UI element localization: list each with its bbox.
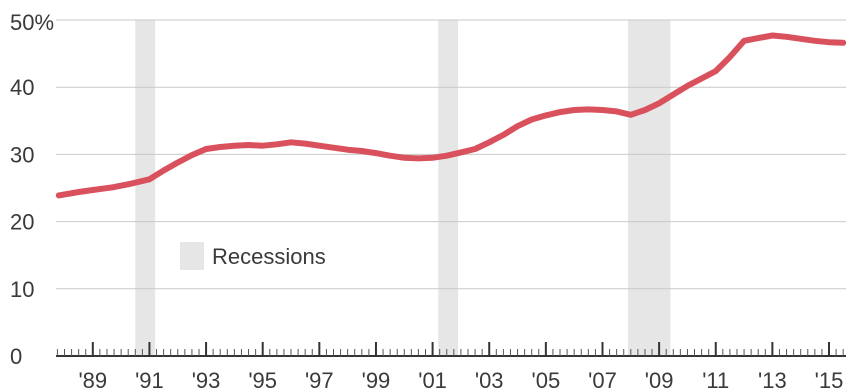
data-point — [291, 142, 292, 143]
x-tick-label-2011: '11 — [702, 368, 729, 392]
x-tick-label-2003: '03 — [475, 368, 504, 392]
data-point — [687, 85, 688, 86]
data-point — [112, 187, 113, 188]
data-point — [814, 40, 815, 41]
recession-band-1 — [135, 20, 156, 356]
x-tick-label-2007: '07 — [588, 368, 617, 392]
data-point — [545, 115, 546, 116]
data-point — [758, 38, 759, 39]
y-unit-label: % — [34, 10, 54, 35]
data-point — [177, 162, 178, 163]
data-point — [248, 145, 249, 146]
x-tick-label-2015: '15 — [815, 368, 844, 392]
data-point — [701, 78, 702, 79]
x-tick-label-1999: '99 — [362, 368, 391, 392]
series-line-1 — [55, 32, 847, 199]
x-tick-label-2005: '05 — [532, 368, 561, 392]
data-point — [616, 111, 617, 112]
data-point — [305, 143, 306, 144]
data-point — [829, 42, 830, 43]
data-point — [220, 147, 221, 148]
x-tick-label-1995: '95 — [248, 368, 277, 392]
y-tick-label-10: 10 — [10, 277, 34, 302]
x-tick-label-1997: '97 — [305, 368, 334, 392]
recession-band-3 — [627, 20, 671, 356]
data-point — [531, 119, 532, 120]
y-tick-label-50: 50% — [10, 10, 54, 35]
series-line — [55, 32, 847, 199]
x-tick-label-1993: '93 — [192, 368, 221, 392]
y-tick-labels: 0 10 20 30 40 50% — [10, 10, 54, 369]
y-tick-label-30: 30 — [10, 142, 34, 167]
data-point — [843, 42, 844, 43]
data-point — [602, 110, 603, 111]
data-point — [347, 149, 348, 150]
data-point — [800, 38, 801, 39]
legend-label-recessions: Recessions — [212, 244, 326, 269]
data-point — [58, 195, 59, 196]
data-point — [729, 57, 730, 58]
data-point — [149, 179, 150, 180]
data-point — [645, 110, 646, 111]
x-tick-label-1989: '89 — [78, 368, 107, 392]
data-point — [630, 114, 631, 115]
recession-band-2 — [438, 20, 459, 356]
data-point — [659, 103, 660, 104]
data-point — [772, 35, 773, 36]
data-point — [588, 109, 589, 110]
data-point — [92, 190, 93, 191]
data-point — [446, 155, 447, 156]
data-point — [418, 158, 419, 159]
data-point — [432, 157, 433, 158]
x-tick-label-2001: '01 — [418, 368, 447, 392]
data-point — [262, 145, 263, 146]
data-point — [715, 71, 716, 72]
data-point — [786, 36, 787, 37]
x-tick-label-1991: '91 — [135, 368, 164, 392]
y-tick-label-40: 40 — [10, 75, 34, 100]
data-point — [276, 144, 277, 145]
recession-bands — [135, 20, 671, 356]
data-point — [489, 142, 490, 143]
x-axis — [56, 342, 846, 357]
data-point — [234, 145, 235, 146]
data-point — [390, 155, 391, 156]
data-point — [361, 151, 362, 152]
legend-swatch-recessions — [180, 242, 204, 270]
data-point — [560, 112, 561, 113]
data-point — [163, 170, 164, 171]
data-point — [333, 147, 334, 148]
x-tick-label-2009: '09 — [645, 368, 674, 392]
data-point — [475, 149, 476, 150]
data-point — [404, 157, 405, 158]
data-point — [206, 149, 207, 150]
data-point — [376, 153, 377, 154]
data-point — [129, 184, 130, 185]
x-tick-labels: '89 '91 '93 '95 '97 '99 '01 '03 '05 '07 '09 '11 '13 '… — [78, 368, 843, 392]
y-tick-label-0: 0 — [10, 344, 22, 369]
y-tick-label-20: 20 — [10, 210, 34, 235]
data-point — [574, 110, 575, 111]
data-point — [78, 192, 79, 193]
data-point — [191, 155, 192, 156]
data-point — [319, 145, 320, 146]
data-point — [460, 152, 461, 153]
data-point — [517, 126, 518, 127]
x-tick-label-2013: '13 — [758, 368, 787, 392]
data-point — [673, 94, 674, 95]
legend: Recessions — [180, 242, 326, 270]
data-point — [503, 134, 504, 135]
data-point — [744, 40, 745, 41]
